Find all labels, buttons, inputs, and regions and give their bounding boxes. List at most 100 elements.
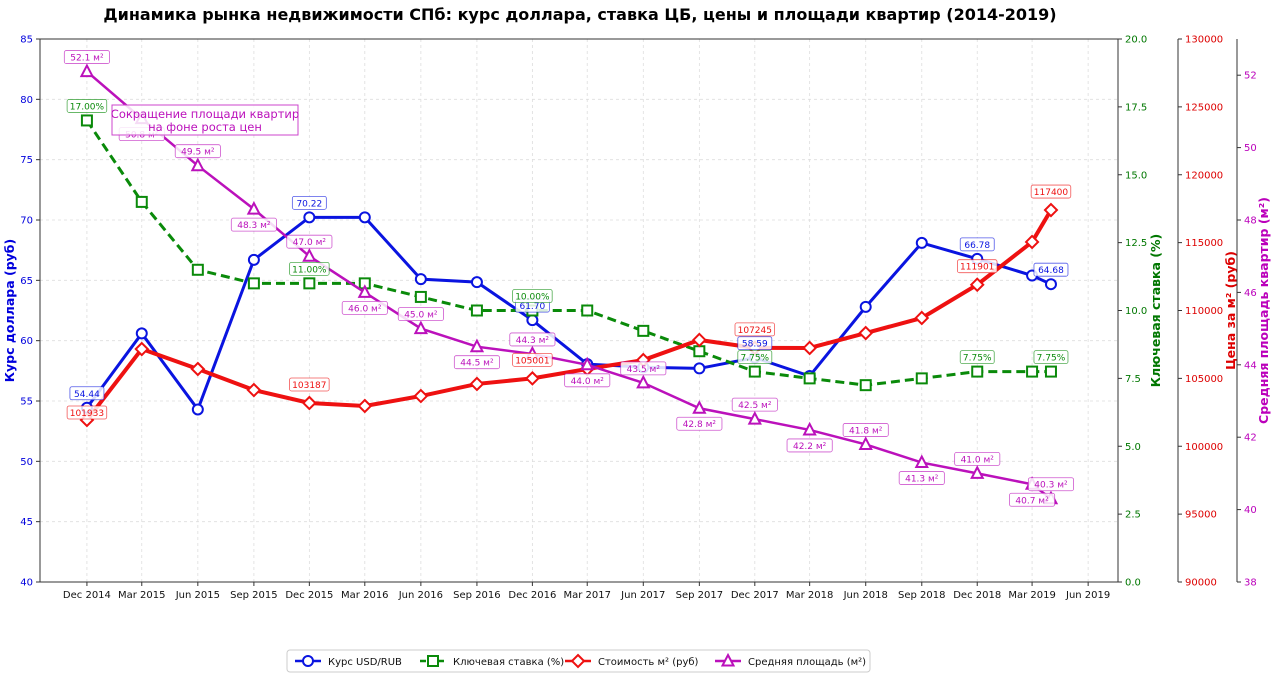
data-point-usd — [247, 253, 260, 266]
data-point-price — [969, 277, 985, 293]
data-point-rate — [803, 372, 816, 385]
data-label-area: 41.3 м² — [905, 475, 939, 485]
x-tick-label: Mar 2017 — [563, 590, 611, 601]
y-tick-label-rate: 20.0 — [1125, 35, 1147, 46]
y-tick-label-price: 90000 — [1185, 578, 1217, 589]
y-axis-label-rate: Ключевая ставка (%) — [1148, 234, 1163, 388]
data-label-box — [341, 300, 388, 315]
data-point-rate — [915, 372, 928, 385]
data-point-rate — [1044, 365, 1057, 378]
data-label-area: 41.0 м² — [961, 455, 995, 465]
data-point-price — [190, 361, 206, 377]
data-point-rate — [414, 290, 427, 303]
data-point-rate — [581, 304, 594, 317]
data-label-box — [1030, 184, 1072, 199]
data-point-rate — [191, 263, 204, 276]
legend-marker-rate — [427, 655, 439, 667]
axes: Dec 2014 Mar 2015 Jun 2015 Sep 2015 Dec 2015… — [2, 35, 1271, 602]
data-point-area — [858, 436, 873, 450]
data-label-area: 44.5 м² — [460, 359, 494, 369]
data-label-rate: 7.75% — [963, 354, 992, 364]
data-point-price — [134, 341, 150, 357]
x-tick-label: Mar 2018 — [786, 590, 834, 601]
y-axis-label-usd: Курс доллара (руб) — [2, 239, 17, 383]
data-label-price: 105001 — [515, 356, 549, 366]
data-label-box — [1033, 350, 1069, 364]
data-point-area — [914, 454, 929, 469]
data-label-box — [1009, 492, 1056, 507]
data-label-box — [291, 195, 327, 210]
y-tick-label-usd: 65 — [20, 276, 33, 287]
data-label-area: 42.5 м² — [738, 401, 772, 411]
y-tick-label-usd: 50 — [20, 457, 33, 468]
data-label-rate: 10.00% — [515, 293, 550, 303]
data-label-box — [957, 259, 998, 274]
chart-title: Динамика рынка недвижимости СПб: курс до… — [103, 5, 1056, 24]
x-tick-label: Mar 2019 — [1008, 590, 1056, 601]
data-point-rate — [859, 379, 872, 392]
data-point-price — [469, 376, 485, 392]
annotation-line1: Сокращение площади квартир — [111, 107, 299, 121]
data-label-usd: 54.44 — [74, 390, 100, 400]
y-tick-label-usd: 60 — [20, 336, 33, 347]
y-tick-label-price: 105000 — [1185, 374, 1223, 385]
data-label-area: 47.0 м² — [293, 238, 327, 248]
data-label-price: 107245 — [738, 326, 772, 336]
data-label-usd: 58.59 — [742, 340, 768, 350]
data-point-usd — [135, 327, 148, 340]
data-label-box — [954, 451, 1001, 466]
y-tick-label-area: 40 — [1244, 505, 1257, 516]
y-tick-label-rate: 5.0 — [1125, 442, 1141, 453]
data-label-rate: 7.75% — [1037, 354, 1066, 364]
legend-marker-area — [720, 652, 736, 667]
x-tick-label: Dec 2017 — [731, 590, 779, 601]
y-tick-label-price: 115000 — [1185, 238, 1223, 249]
y-tick-label-rate: 2.5 — [1125, 510, 1141, 521]
y-tick-label-rate: 7.5 — [1125, 374, 1141, 385]
legend-label-rate: Ключевая ставка (%) — [453, 657, 564, 668]
data-point-area — [580, 356, 595, 371]
data-point-area — [190, 157, 205, 172]
data-point-area — [357, 284, 372, 298]
x-tick-label: Jun 2019 — [1065, 590, 1110, 601]
y-tick-label-area: 44 — [1244, 360, 1257, 371]
data-label-box — [731, 397, 778, 412]
legend-label-price: Стоимость м² (руб) — [598, 657, 699, 668]
y-tick-label-usd: 80 — [20, 95, 33, 106]
data-label-price: 101933 — [70, 409, 104, 419]
x-tick-label: Dec 2015 — [285, 590, 333, 601]
data-label-area: 52.1 м² — [70, 54, 104, 64]
data-point-usd — [303, 211, 316, 224]
data-point-area — [246, 200, 262, 215]
data-point-price — [914, 310, 930, 326]
data-point-price — [802, 340, 818, 356]
data-label-box — [959, 350, 995, 364]
y-tick-label-usd: 45 — [20, 517, 33, 528]
data-point-rate — [971, 365, 984, 378]
data-label-price: 111901 — [960, 263, 994, 273]
y-tick-label-rate: 15.0 — [1125, 170, 1147, 181]
data-point-price — [357, 398, 373, 414]
y-tick-label-rate: 17.5 — [1125, 102, 1147, 113]
y-tick-label-price: 110000 — [1185, 306, 1223, 317]
data-label-usd: 66.78 — [964, 241, 990, 251]
data-label-rate: 11.00% — [292, 265, 327, 275]
data-label-area: 44.0 м² — [571, 377, 605, 387]
data-label-rate: 7.75% — [741, 354, 770, 364]
data-label-box — [786, 438, 833, 453]
y-tick-label-area: 48 — [1244, 216, 1257, 227]
y-tick-label-area: 42 — [1244, 433, 1257, 444]
data-point-price — [246, 382, 262, 398]
data-label-box — [676, 416, 723, 431]
data-label-price: 103187 — [292, 381, 326, 391]
y-tick-label-area: 50 — [1244, 143, 1257, 154]
y-tick-label-price: 120000 — [1185, 170, 1223, 181]
data-label-box — [734, 322, 776, 337]
data-label-area: 43.5 м² — [627, 365, 661, 375]
data-point-area — [469, 338, 485, 353]
data-point-price — [858, 325, 874, 341]
data-point-usd — [693, 362, 706, 375]
data-label-usd: 64.68 — [1038, 266, 1064, 276]
x-tick-label: Jun 2016 — [398, 590, 443, 601]
